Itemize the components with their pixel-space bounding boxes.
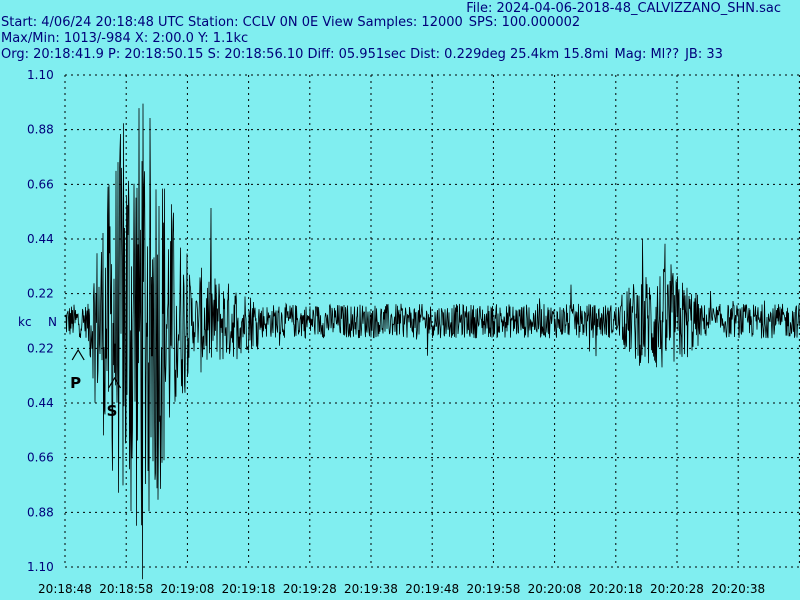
jb-label: JB: 33: [685, 47, 723, 62]
sps-label: SPS: 100.000002: [468, 15, 581, 30]
x-tick-label: 20:19:18: [222, 582, 276, 596]
pick-label: P: [70, 374, 81, 392]
x-tick-label: 20:19:38: [344, 582, 398, 596]
x-tick-label: 20:20:28: [650, 582, 704, 596]
pick-marker: [108, 376, 122, 389]
y-tick-label: 1.10: [27, 68, 54, 82]
start-info-line: Start: 4/06/24 20:18:48 UTC Station: CCL…: [1, 15, 580, 31]
x-tick-label: 20:20:08: [528, 582, 582, 596]
waveform-trace: [64, 103, 800, 580]
y-tick-label: 0.44: [27, 396, 54, 410]
y-tick-label: 0.44: [27, 232, 54, 246]
waveform-trace-group: [64, 103, 800, 580]
x-tick-label: 20:19:48: [405, 582, 459, 596]
magnitude-label: Mag: Ml??: [614, 47, 680, 62]
x-tick-label: 20:19:28: [283, 582, 337, 596]
pick-label: S: [107, 402, 118, 420]
x-tick-label: 20:18:58: [99, 582, 153, 596]
origin-info-line: Org: 20:18:41.9 P: 20:18:50.15 S: 20:18:…: [1, 47, 723, 63]
file-name-label: File: 2024-04-06-2018-48_CALVIZZANO_SHN.…: [466, 1, 781, 16]
start-station-label: Start: 4/06/24 20:18:48 UTC Station: CCL…: [1, 15, 463, 30]
origin-times-label: Org: 20:18:41.9 P: 20:18:50.15 S: 20:18:…: [1, 47, 609, 62]
maxmin-label: Max/Min: 1013/-984 X: 2:00.0 Y: 1.1kc: [1, 31, 249, 46]
pick-marker: [71, 348, 85, 361]
channel-label: N: [48, 315, 57, 329]
phase-picks: PS: [70, 348, 122, 420]
x-tick-label: 20:20:18: [589, 582, 643, 596]
x-tick-label: 20:20:38: [711, 582, 765, 596]
x-tick-label: 20:19:58: [466, 582, 520, 596]
y-tick-label: 0.88: [27, 505, 54, 519]
y-tick-label: 0.88: [27, 123, 54, 137]
grid-layer: [64, 74, 800, 568]
y-tick-label: 0.22: [27, 287, 54, 301]
x-axis-labels: 20:18:48 20:18:58 20:19:08 20:19:18 20:19:28…: [38, 582, 765, 596]
units-label: kc: [18, 315, 32, 329]
x-tick-label: 20:19:08: [160, 582, 214, 596]
x-tick-label: 20:18:48: [38, 582, 92, 596]
y-tick-label: 0.22: [27, 341, 54, 355]
y-tick-label: 0.66: [27, 451, 54, 465]
y-tick-label: 0.66: [27, 177, 54, 191]
y-axis-labels: 1.10 0.88 0.66 0.44 0.22 0.22 0.44 0.66 0.88 1.10: [27, 68, 54, 574]
y-tick-label: 1.10: [27, 560, 54, 574]
